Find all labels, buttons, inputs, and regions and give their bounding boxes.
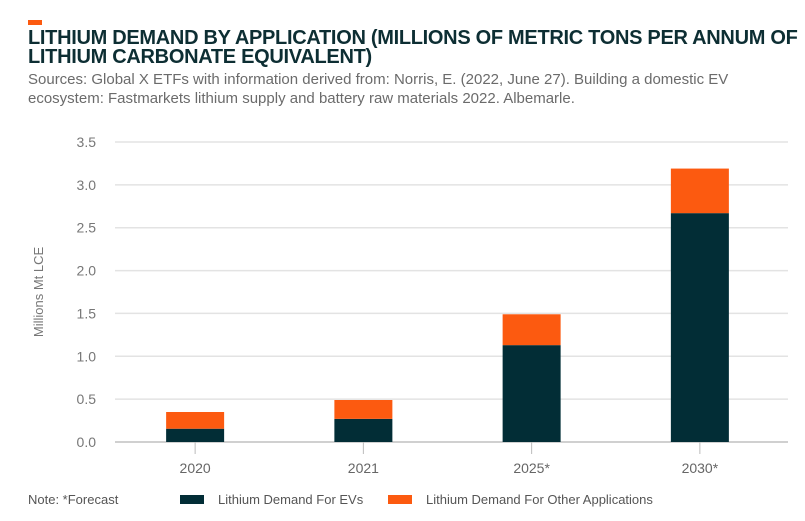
legend-label-ev: Lithium Demand For EVs (218, 492, 364, 507)
bar-segment-ev (670, 213, 729, 442)
bar-segment-other (334, 400, 393, 419)
y-tick-label: 2.5 (77, 220, 97, 236)
bar-segment-other (502, 314, 561, 346)
legend-label-other: Lithium Demand For Other Applications (426, 492, 653, 507)
title-text: LITHIUM DEMAND BY APPLICATION (MILLIONS … (28, 27, 798, 68)
x-tick-label: 2025* (513, 460, 550, 476)
sources-text: Sources: Global X ETFs with information … (28, 71, 729, 107)
y-axis-label: Millions Mt LCE (31, 247, 46, 338)
x-tick-label: 2020 (180, 460, 211, 476)
y-tick-label: 0.5 (77, 391, 97, 407)
forecast-note: Note: *Forecast (28, 492, 119, 507)
bar-segment-ev (502, 345, 561, 442)
legend-swatch-ev (180, 495, 204, 504)
bar-segment-ev (334, 418, 393, 442)
y-tick-label: 1.0 (77, 348, 97, 364)
y-tick-label: 2.0 (77, 263, 97, 279)
y-tick-label: 1.5 (77, 305, 97, 321)
accent-bar (28, 20, 42, 25)
legend-swatch-other (388, 495, 412, 504)
bar-segment-other (166, 412, 225, 429)
bar-segment-ev (166, 428, 225, 442)
y-tick-label: 3.0 (77, 177, 97, 193)
y-tick-label: 0.0 (77, 434, 97, 450)
y-tick-label: 3.5 (77, 134, 97, 150)
legend-item-other: Lithium Demand For Other Applications (388, 492, 653, 507)
x-tick-label: 2030* (682, 460, 719, 476)
bar-segment-other (670, 168, 729, 214)
legend-item-ev: Lithium Demand For EVs (180, 492, 363, 507)
x-tick-label: 2021 (348, 460, 379, 476)
chart-title: LITHIUM DEMAND BY APPLICATION (MILLIONS … (28, 27, 805, 68)
